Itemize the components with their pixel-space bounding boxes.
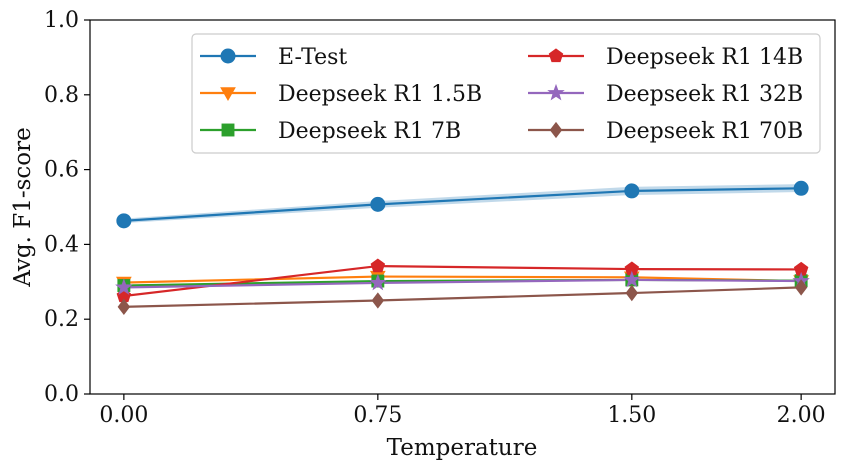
legend-item-deepseek-r1-70b: Deepseek R1 70B [528,119,803,144]
series-markers [115,180,810,316]
point-e-test-0 [116,213,132,229]
y-tick-label: 1.0 [44,8,79,33]
point-deepseek-r1-32b-1 [369,273,387,291]
legend-label: E-Test [278,45,347,70]
y-tick-label: 0.0 [44,382,79,407]
legend-item-deepseek-r1-32b: Deepseek R1 32B [528,82,803,107]
legend-marker [220,48,236,64]
y-axis-ticks: 0.0 0.2 0.4 0.6 0.8 1.0 [44,8,90,407]
y-axis-label: Avg. F1-score [10,127,36,288]
legend-item-deepseek-r1-1-5b: Deepseek R1 1.5B [200,82,482,107]
y-tick-label: 0.6 [44,158,79,183]
legend-label: Deepseek R1 1.5B [278,82,482,107]
legend-item-deepseek-r1-14b: Deepseek R1 14B [528,45,803,70]
legend-marker [549,121,563,139]
y-tick-label: 0.2 [44,307,79,332]
legend-marker [221,123,235,137]
line-e-test [123,187,802,222]
legend-label: Deepseek R1 32B [606,82,803,107]
line-deepseek-r1-70b [123,286,802,308]
point-deepseek-r1-32b-2 [623,270,641,288]
point-deepseek-r1-32b-0 [115,278,133,295]
legend-marker [220,87,236,102]
point-deepseek-r1-70b-0 [117,298,131,316]
point-deepseek-r1-70b-2 [625,284,639,302]
x-axis-label: Temperature [387,435,538,461]
legend-box [191,33,821,154]
point-e-test-2 [624,183,640,199]
x-tick-label: 0.75 [353,403,402,428]
point-deepseek-r1-14b-1 [370,258,386,273]
legend-item-deepseek-r1-7b: Deepseek R1 7B [200,119,461,144]
point-e-test-1 [370,196,386,212]
legend-label: Deepseek R1 7B [278,119,461,144]
legend-item-e-test: E-Test [200,45,347,70]
point-e-test-3 [793,180,809,196]
legend: E-Test Deepseek R1 1.5B Deepseek R1 7B Deep… [191,33,821,154]
legend-label: Deepseek R1 14B [606,45,803,70]
line-deepseek-r1-14b [123,264,802,298]
y-tick-label: 0.8 [44,83,79,108]
x-tick-label: 2.00 [777,403,826,428]
plot-frame [89,19,836,395]
legend-label: Deepseek R1 70B [606,119,803,144]
point-deepseek-r1-70b-3 [794,279,808,296]
series-lines [123,187,802,308]
y-tick-label: 0.4 [44,232,79,257]
legend-marker [547,83,565,101]
x-tick-label: 1.50 [607,403,656,428]
x-tick-label: 0.00 [99,403,148,428]
x-axis-ticks: 0.00 0.75 1.50 2.00 [99,394,826,428]
line-deepseek-r1-32b [123,278,802,289]
line-deepseek-r1-1-5b [123,275,802,284]
legend-marker [548,48,564,63]
point-deepseek-r1-70b-1 [371,292,385,309]
